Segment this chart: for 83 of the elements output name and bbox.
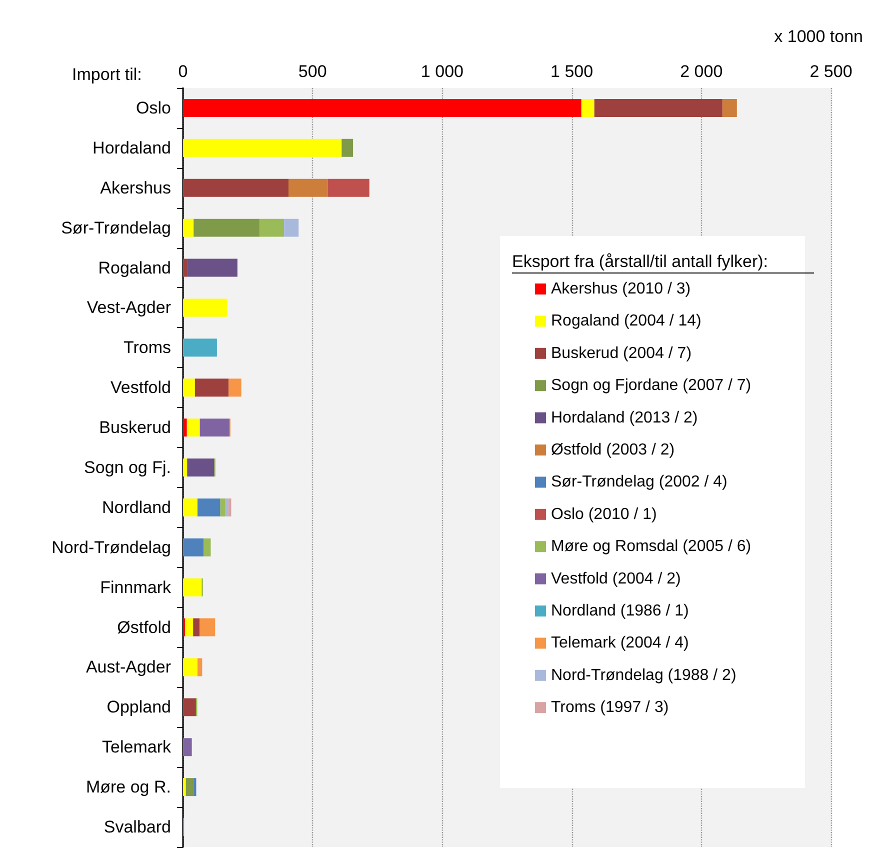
bar <box>186 778 194 796</box>
bar <box>183 538 204 556</box>
y-tick-label: Oslo <box>136 98 171 118</box>
y-tick-label: Buskerud <box>99 418 171 438</box>
bar <box>198 498 220 516</box>
bar <box>328 178 370 197</box>
legend-label: Troms (1997 / 3) <box>551 699 669 716</box>
y-axis-title: Import til: <box>72 65 142 84</box>
bar <box>224 498 228 516</box>
y-tick-label: Nord-Trøndelag <box>52 538 171 557</box>
y-tick-label: Telemark <box>102 738 172 757</box>
bar <box>342 138 354 157</box>
y-tick-label: Oppland <box>106 698 171 717</box>
y-tick-label: Finnmark <box>100 578 172 597</box>
y-tick-label: Sogn og Fj. <box>84 458 171 477</box>
legend-label: Sogn og Fjordane (2007 / 7) <box>551 377 752 394</box>
bar <box>183 218 194 237</box>
bar <box>200 618 216 636</box>
x-tick-label: 2 500 <box>810 62 852 81</box>
legend-label: Østfold (2003 / 2) <box>551 442 675 458</box>
bar <box>187 458 214 476</box>
bar <box>183 98 582 117</box>
bar <box>220 498 225 516</box>
bar <box>183 338 217 357</box>
bar <box>203 538 211 556</box>
x-axis-title: x 1000 tonn <box>774 27 864 46</box>
bar <box>183 458 188 476</box>
bar <box>183 418 187 437</box>
bar <box>183 578 202 596</box>
x-tick-label: 1 500 <box>550 62 594 81</box>
legend-label: Nord-Trøndelag (1988 / 2) <box>551 666 736 684</box>
y-tick-label: Akershus <box>100 178 171 198</box>
x-tick-label: 2 000 <box>680 62 723 81</box>
x-tick-label: 0 <box>178 62 188 81</box>
y-tick-label: Aust-Agder <box>86 658 172 677</box>
bar <box>183 658 198 676</box>
legend-title: Eksport fra (årstall/til antall fylker): <box>512 252 768 271</box>
legend-label: Sør-Trøndelag (2002 / 4) <box>551 474 728 491</box>
bar <box>200 418 230 437</box>
legend-label: Akershus (2010 / 3) <box>551 280 691 298</box>
bar <box>594 98 722 117</box>
legend-label: Buskerud (2004 / 7) <box>551 344 692 362</box>
y-tick-label: Møre og R. <box>86 778 171 797</box>
bar <box>183 378 195 397</box>
y-tick-label: Troms <box>123 338 171 358</box>
bar <box>228 378 242 397</box>
bar <box>198 658 202 676</box>
y-tick-label: Vestfold <box>110 378 171 398</box>
y-tick-label: Hordaland <box>92 138 171 158</box>
legend-label: Telemark (2004 / 4) <box>551 634 689 652</box>
y-tick-label: Sør-Trøndelag <box>61 218 171 238</box>
bar <box>183 298 228 317</box>
bar <box>188 258 238 277</box>
legend-label: Vestfold (2004 / 2) <box>551 570 681 588</box>
x-tick-label: 1 000 <box>420 62 464 81</box>
bar <box>581 98 594 117</box>
bar <box>260 218 284 237</box>
bar <box>722 98 737 117</box>
legend-label: Møre og Romsdal (2005 / 6) <box>551 538 752 556</box>
y-tick-label: Østfold <box>117 618 171 637</box>
bar <box>194 218 260 237</box>
bar <box>183 138 342 157</box>
x-tick-label: 500 <box>298 62 327 81</box>
y-tick-label: Vest-Agder <box>86 298 172 318</box>
legend-label: Hordaland (2013 / 2) <box>551 409 698 426</box>
bar <box>183 498 198 516</box>
y-tick-label: Nordland <box>102 498 171 517</box>
bar <box>193 618 200 636</box>
bar <box>183 258 188 277</box>
bar <box>183 738 192 756</box>
legend-label: Oslo (2010 / 1) <box>551 506 657 523</box>
bar <box>183 178 288 197</box>
bar <box>183 698 196 716</box>
bar <box>288 178 328 197</box>
y-tick-label: Svalbard <box>104 818 171 837</box>
bar <box>194 378 229 397</box>
bar <box>183 778 186 796</box>
legend-label: Nordland (1986 / 1) <box>551 602 689 620</box>
legend-label: Rogaland (2004 / 14) <box>551 312 702 330</box>
bar <box>284 218 299 237</box>
y-tick-label: Rogaland <box>98 258 171 278</box>
bar <box>186 418 200 437</box>
bar <box>185 618 194 636</box>
